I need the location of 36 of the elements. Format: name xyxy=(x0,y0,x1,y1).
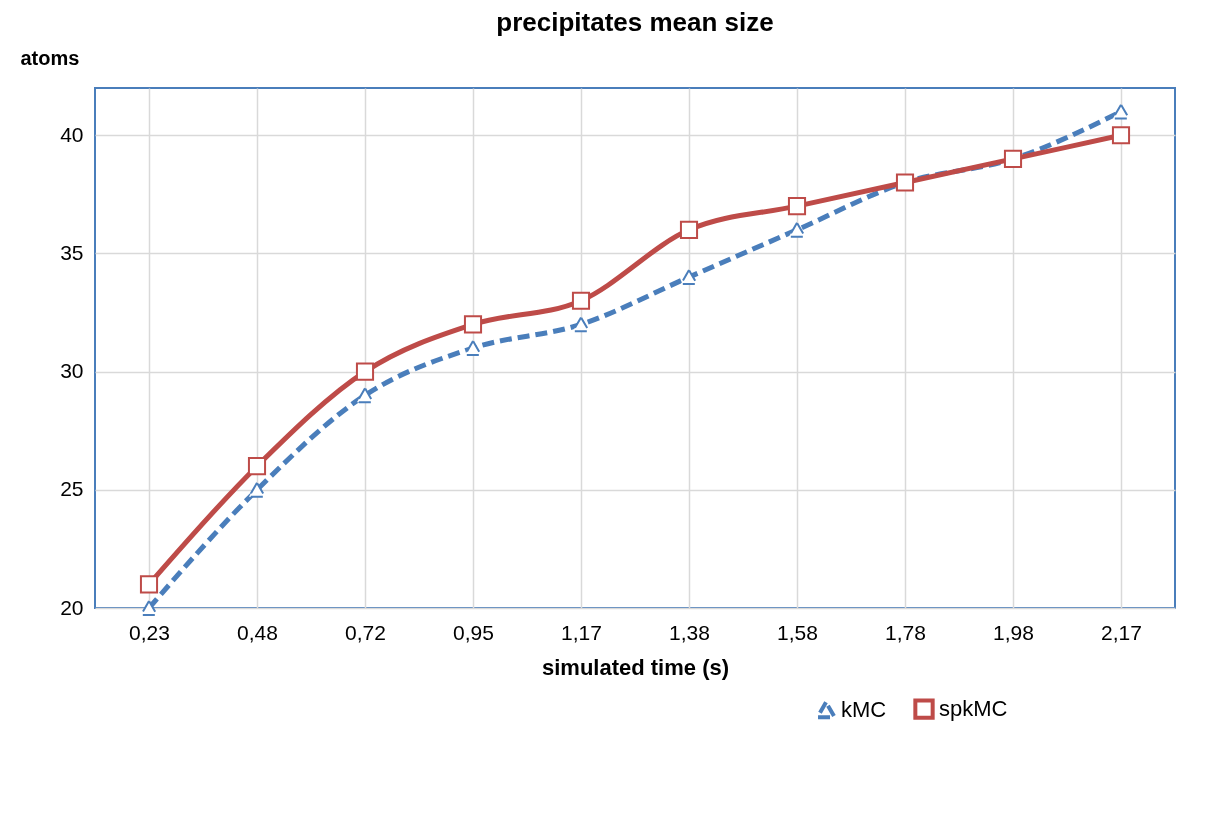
point xyxy=(787,197,807,216)
y-tick-label: 40 xyxy=(60,122,84,146)
legend-label: spkMC xyxy=(939,696,1008,722)
y-tick-label: 30 xyxy=(60,359,84,383)
x-tick-label: 1,98 xyxy=(993,620,1034,644)
point xyxy=(355,362,375,381)
x-tick-label: 0,48 xyxy=(237,620,278,644)
point xyxy=(139,575,159,594)
x-axis-title: simulated time (s) xyxy=(541,654,730,680)
point xyxy=(787,221,807,238)
y-tick-label: 20 xyxy=(60,595,84,619)
point xyxy=(463,340,483,356)
point xyxy=(571,291,591,310)
point xyxy=(571,316,591,333)
x-tick-label: 2,17 xyxy=(1101,620,1142,644)
y-tick-label: 25 xyxy=(60,477,84,501)
point xyxy=(1111,126,1131,145)
y-axis-title: atoms xyxy=(20,46,80,69)
x-tick-label: 0,95 xyxy=(453,620,494,644)
point xyxy=(247,457,267,476)
point xyxy=(679,269,699,286)
point xyxy=(1111,103,1131,120)
point xyxy=(355,387,375,404)
x-tick-label: 0,23 xyxy=(129,620,170,644)
point xyxy=(247,481,267,498)
x-tick-label: 1,38 xyxy=(669,620,710,644)
x-tick-label: 1,17 xyxy=(561,620,602,644)
x-tick-label: 0,72 xyxy=(345,620,386,644)
chart-title: precipitates mean size xyxy=(496,7,774,37)
y-tick-label: 35 xyxy=(60,240,84,264)
legend-label: kMC xyxy=(841,696,887,722)
point xyxy=(463,315,483,334)
point xyxy=(679,220,699,239)
x-tick-label: 1,58 xyxy=(777,620,818,644)
x-tick-label: 1,78 xyxy=(885,620,926,644)
point xyxy=(139,600,159,616)
